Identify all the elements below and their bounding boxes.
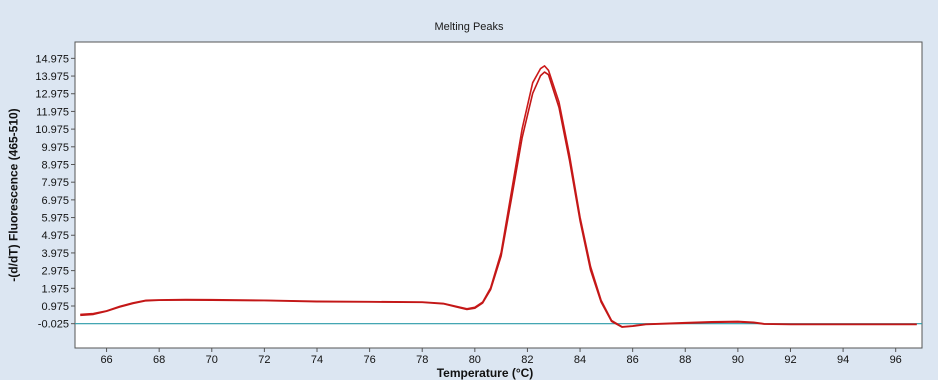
x-tick-label: 84 bbox=[574, 354, 586, 366]
y-tick-label: 6.975 bbox=[41, 195, 69, 207]
x-tick-label: 68 bbox=[153, 354, 165, 366]
y-tick-label: 14.975 bbox=[35, 53, 69, 65]
chart-title: Melting Peaks bbox=[434, 21, 504, 33]
x-tick-label: 66 bbox=[100, 354, 112, 366]
y-tick-label: 2.975 bbox=[41, 266, 69, 278]
x-tick-label: 94 bbox=[837, 354, 849, 366]
x-tick-label: 76 bbox=[363, 354, 375, 366]
y-tick-label: 11.975 bbox=[36, 106, 69, 118]
x-tick-label: 80 bbox=[469, 354, 481, 366]
y-tick-label: 4.975 bbox=[41, 230, 69, 242]
x-tick-label: 96 bbox=[890, 354, 902, 366]
x-tick-label: 82 bbox=[521, 354, 533, 366]
y-tick-label: -0.025 bbox=[38, 319, 69, 331]
x-tick-label: 72 bbox=[258, 354, 270, 366]
plot-area bbox=[74, 41, 923, 349]
x-tick-label: 90 bbox=[732, 354, 744, 366]
chart-marks: 14.975 13.975 12.975 11.975 10.975 9.975 8.975… bbox=[35, 53, 922, 366]
y-tick-label: 9.975 bbox=[41, 142, 69, 154]
x-tick-label: 78 bbox=[416, 354, 428, 366]
x-tick-label: 70 bbox=[206, 354, 218, 366]
y-tick-label: 10.975 bbox=[35, 124, 69, 136]
y-tick-label: 5.975 bbox=[41, 213, 69, 225]
x-tick-label: 92 bbox=[784, 354, 796, 366]
x-tick-label: 86 bbox=[627, 354, 639, 366]
y-tick-label: 7.975 bbox=[41, 177, 69, 189]
y-tick-label: 3.975 bbox=[41, 248, 69, 260]
y-tick-label: 8.975 bbox=[41, 159, 69, 171]
y-tick-label: 0.975 bbox=[41, 301, 69, 313]
x-tick-label: 74 bbox=[311, 354, 323, 366]
y-tick-label: 1.975 bbox=[41, 283, 69, 295]
series-line-2 bbox=[80, 71, 917, 328]
y-tick-label: 13.975 bbox=[35, 71, 69, 83]
x-tick-label: 88 bbox=[679, 354, 691, 366]
y-tick-label: 12.975 bbox=[35, 89, 69, 101]
x-axis-label: Temperature (°C) bbox=[436, 366, 534, 380]
